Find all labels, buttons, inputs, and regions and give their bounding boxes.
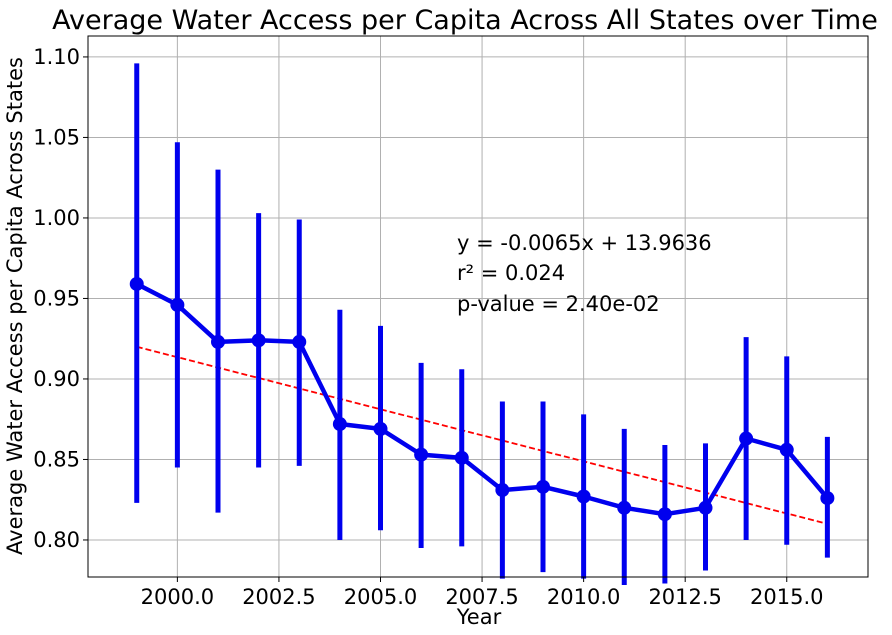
- data-point: [170, 297, 185, 312]
- x-tick-label: 2000.0: [141, 585, 214, 609]
- data-point: [332, 417, 347, 432]
- data-point: [576, 489, 591, 504]
- series-layer: [129, 276, 835, 522]
- x-tick-label: 2007.5: [445, 585, 518, 609]
- y-tick-label: 1.10: [33, 45, 80, 69]
- data-point: [251, 333, 266, 348]
- data-point: [211, 334, 225, 349]
- y-axis-ticks: 0.80 0.85 0.90 0.95 1.00 1.05 1.10: [33, 45, 88, 552]
- x-tick-label: 2010.0: [547, 585, 620, 609]
- y-tick-label: 1.05: [33, 125, 80, 149]
- y-axis-label: Average Water Access per Capita Across S…: [3, 57, 27, 555]
- y-tick-label: 1.00: [33, 206, 80, 230]
- data-point: [820, 491, 835, 506]
- data-point: [373, 421, 388, 436]
- data-point: [617, 500, 632, 515]
- trend-p-value: p-value = 2.40e-02: [457, 292, 660, 316]
- data-point: [657, 507, 672, 522]
- data-point: [739, 431, 754, 446]
- data-point: [698, 500, 713, 515]
- y-tick-label: 0.80: [33, 528, 80, 552]
- x-tick-label: 2002.5: [242, 585, 315, 609]
- data-point: [779, 442, 794, 457]
- data-point: [536, 479, 550, 494]
- data-point: [495, 483, 510, 498]
- x-tick-label: 2015.0: [750, 585, 823, 609]
- y-tick-label: 0.90: [33, 367, 80, 391]
- y-tick-label: 0.95: [33, 286, 80, 310]
- data-point: [292, 334, 307, 349]
- data-point: [454, 450, 469, 465]
- data-point: [129, 276, 144, 291]
- x-tick-label: 2012.5: [648, 585, 721, 609]
- x-axis-label: Year: [456, 605, 502, 629]
- data-point: [414, 447, 429, 462]
- x-axis-ticks: 2000.0 2002.5 2005.0 2007.5 2010.0 2012.5 2015…: [141, 577, 823, 609]
- chart-title: Average Water Access per Capita Across A…: [52, 5, 878, 36]
- x-tick-label: 2005.0: [344, 585, 417, 609]
- y-tick-label: 0.85: [33, 447, 80, 471]
- trend-r-squared: r² = 0.024: [457, 261, 565, 285]
- trend-equation: y = -0.0065x + 13.9636: [457, 231, 712, 255]
- plot-frame: [87, 35, 869, 578]
